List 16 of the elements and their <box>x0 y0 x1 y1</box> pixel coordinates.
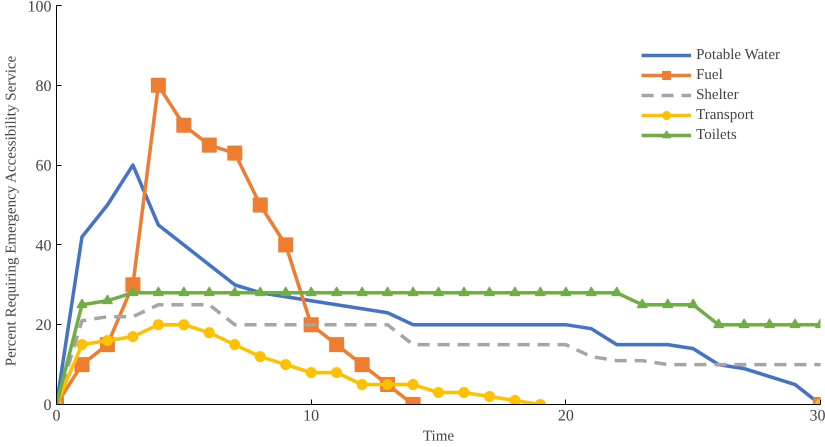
x-tick-label: 30 <box>810 408 825 424</box>
legend-label: Toilets <box>696 126 737 144</box>
y-axis-title: Percent Requiring Emergency Accessibility Service <box>4 55 20 366</box>
y-tick-label: 40 <box>36 237 52 254</box>
x-tick-label: 20 <box>558 408 574 424</box>
x-tick-label: 10 <box>303 408 320 424</box>
legend-label: Shelter <box>696 86 739 104</box>
y-tick-label: 80 <box>36 78 52 95</box>
y-tick-label: 20 <box>36 317 52 334</box>
x-axis-title: Time <box>422 428 454 444</box>
legend-label: Fuel <box>696 66 723 84</box>
legend-label: Potable Water <box>696 46 780 64</box>
y-tick-label: 0 <box>44 397 52 414</box>
legend-label: Transport <box>696 106 754 124</box>
y-tick-label: 60 <box>36 158 52 175</box>
y-tick-label: 100 <box>28 0 52 16</box>
